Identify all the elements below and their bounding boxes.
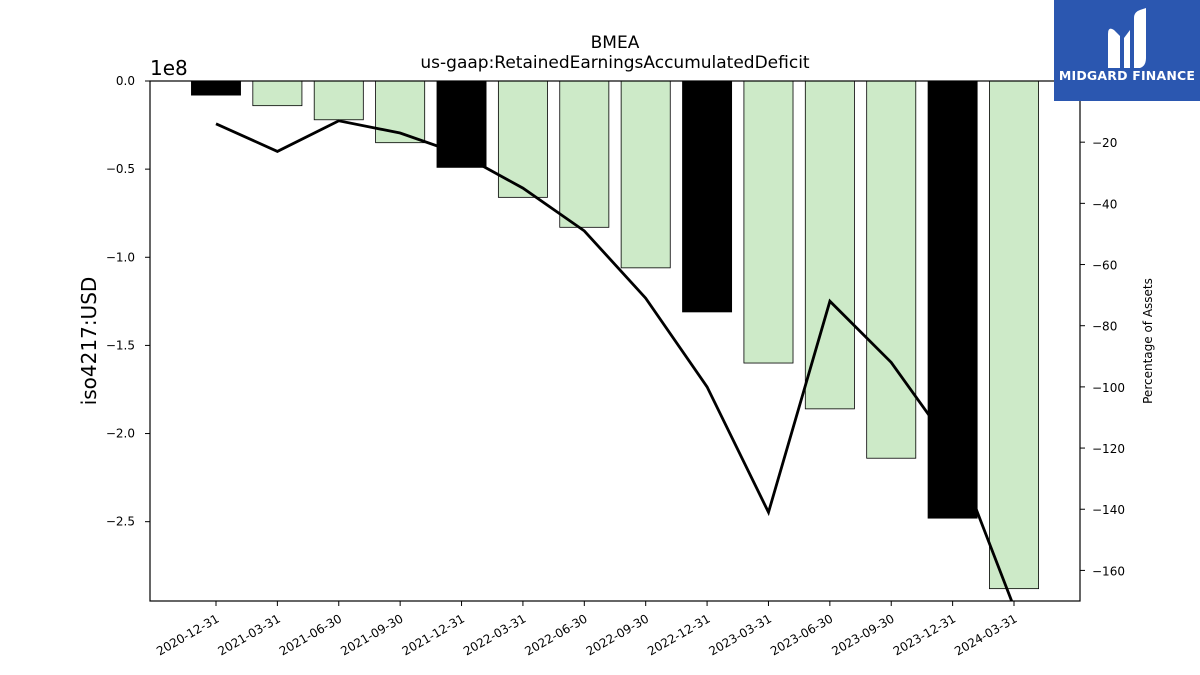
- y-ticks: 0.0 −0.5 −1.0 −1.5 −2.0 −2.5: [106, 74, 150, 529]
- x-tick-label: 2024-03-31: [952, 611, 1019, 658]
- y2-tick-label: −40: [1092, 197, 1117, 211]
- y2-tick-label: −160: [1092, 564, 1125, 578]
- x-tick-label: 2023-03-31: [707, 611, 774, 658]
- bar-2024-03-31: [989, 80, 1039, 590]
- y-axis-label: iso4217:USD: [77, 277, 101, 406]
- bar-2022-06-30: [559, 80, 610, 228]
- bar-2020-12-31: [191, 80, 241, 96]
- y-tick-label: −0.5: [106, 162, 135, 176]
- bar-2023-09-30: [866, 80, 917, 459]
- y-tick-label: −2.5: [106, 515, 135, 529]
- bar-2021-06-30: [313, 80, 364, 121]
- x-tick-label: 2021-06-30: [277, 611, 344, 658]
- bar-2023-03-31: [743, 80, 794, 364]
- y2-axis-label: Percentage of Assets: [1141, 278, 1155, 404]
- bar-2022-09-30: [620, 80, 671, 269]
- x-tick-label: 2021-09-30: [338, 611, 405, 658]
- x-tick-label: 2022-09-30: [584, 611, 651, 658]
- x-tick-label: 2020-12-31: [154, 611, 221, 658]
- y2-tick-label: −140: [1092, 503, 1125, 517]
- midgard-logo-icon: [1108, 8, 1146, 69]
- bars-layer: [191, 80, 1039, 590]
- y2-tick-label: −20: [1092, 136, 1117, 150]
- x-tick-label: 2022-06-30: [522, 611, 589, 658]
- x-tick-label: 2021-12-31: [400, 611, 467, 658]
- x-tick-label: 2023-12-31: [891, 611, 958, 658]
- y-offset-label: 1e8: [150, 56, 188, 80]
- plot-frame: [149, 80, 1081, 602]
- y2-tick-label: −100: [1092, 381, 1125, 395]
- x-tick-label: 2023-09-30: [829, 611, 896, 658]
- chart-subtitle: us-gaap:RetainedEarningsAccumulatedDefic…: [420, 53, 810, 73]
- bar-2023-12-31: [927, 80, 978, 519]
- brand-name: MIDGARD FINANCE: [1058, 68, 1196, 83]
- chart-title: BMEA: [591, 33, 640, 53]
- x-tick-label: 2023-06-30: [768, 611, 835, 658]
- x-tick-label: 2021-03-31: [215, 611, 282, 658]
- y-tick-label: 0.0: [116, 74, 135, 88]
- percentage-line: [215, 119, 1014, 601]
- y2-tick-label: −120: [1092, 442, 1125, 456]
- x-ticks: 2020-12-312021-03-312021-06-302021-09-30…: [154, 601, 1020, 658]
- x-tick-label: 2022-12-31: [645, 611, 712, 658]
- x-tick-label: 2022-03-31: [461, 611, 528, 658]
- bar-2021-03-31: [252, 80, 303, 107]
- y-tick-label: −1.0: [106, 250, 135, 264]
- y-tick-label: −2.0: [106, 427, 135, 441]
- brand-logo: MIDGARD FINANCE: [1054, 0, 1200, 101]
- y2-tick-label: −60: [1092, 259, 1117, 273]
- y-tick-label: −1.5: [106, 338, 135, 352]
- line-layer: [215, 119, 1014, 601]
- bar-2022-12-31: [682, 80, 733, 313]
- y2-ticks: −20 −40 −60 −80 −100 −120 −140 −160: [1080, 136, 1125, 578]
- y2-tick-label: −80: [1092, 320, 1117, 334]
